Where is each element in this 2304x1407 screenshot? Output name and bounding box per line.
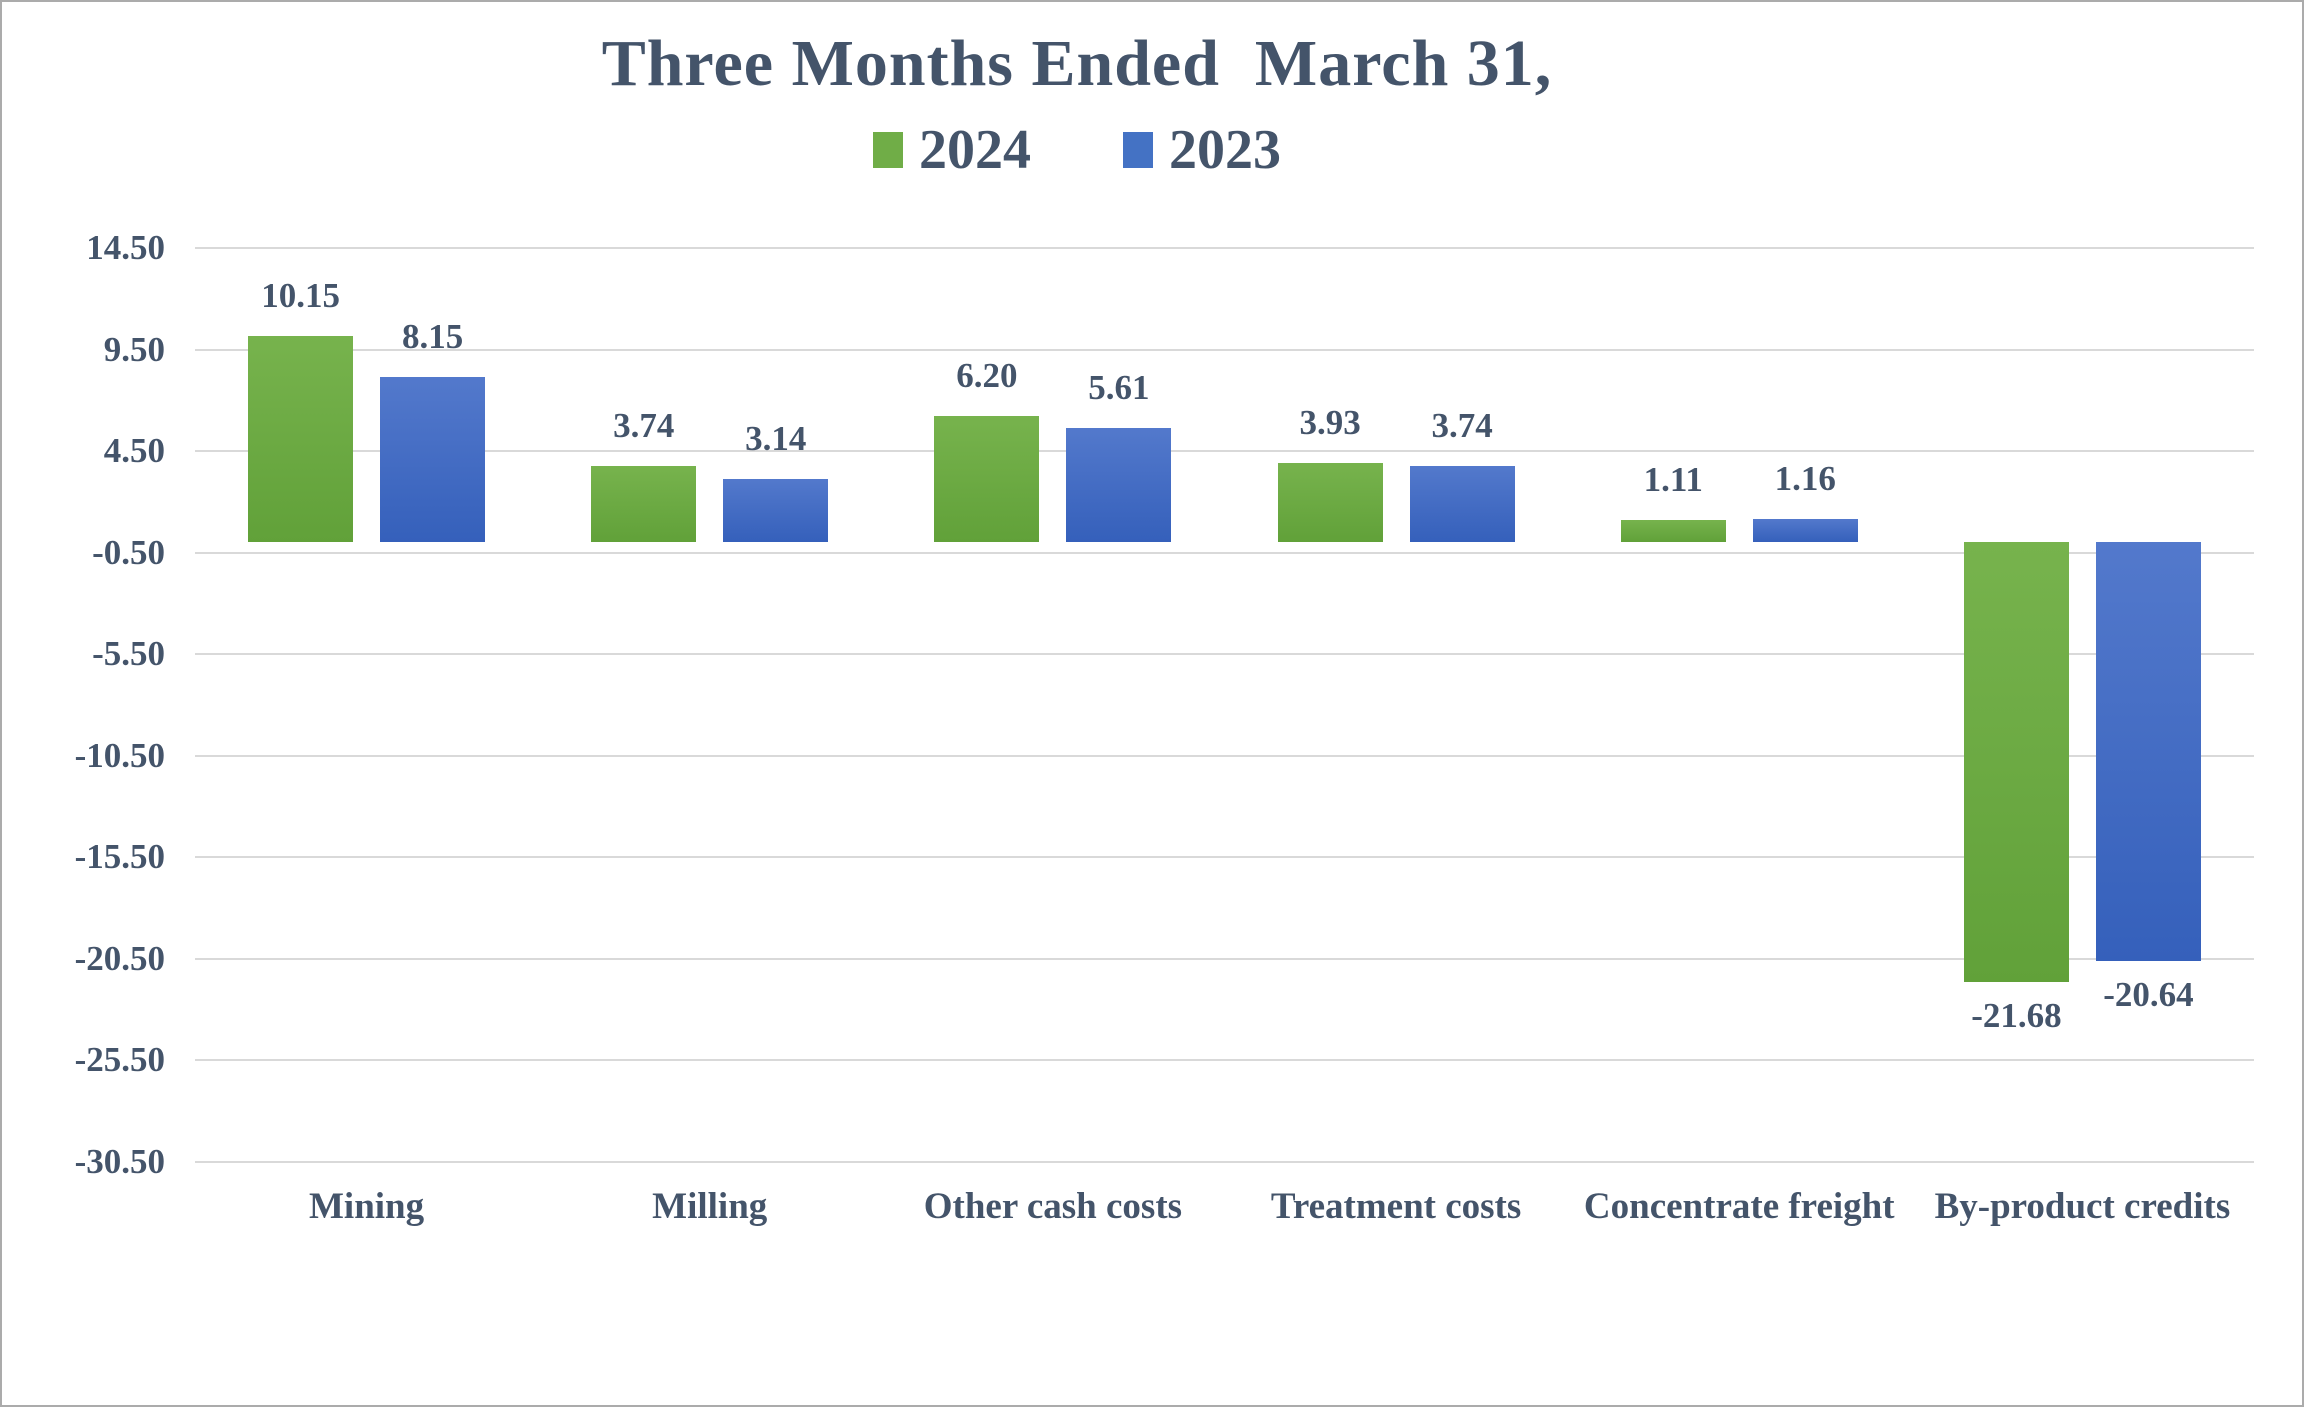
chart-title: Three Months Ended March 31, <box>601 27 1553 100</box>
bar-2023-other-cash-costs <box>1066 428 1172 543</box>
value-label-2024-by-product-credits: -21.68 <box>1971 996 2062 1036</box>
value-label-2024-other-cash-costs: 6.20 <box>956 356 1018 396</box>
bar-2023-mining <box>380 376 486 543</box>
y-axis-tick-label: -5.50 <box>92 634 165 673</box>
y-axis-tick-label: 9.50 <box>103 329 165 369</box>
bar-2023-concentrate-freight <box>1752 518 1858 543</box>
y-axis-tick-label: 4.50 <box>103 431 165 470</box>
value-label-2023-milling: 3.14 <box>745 418 807 458</box>
bar-2024-other-cash-costs <box>934 416 1040 543</box>
value-label-2023-other-cash-costs: 5.61 <box>1088 368 1150 408</box>
gridline <box>195 653 2254 655</box>
y-axis-tick-label: -25.50 <box>74 1040 165 1079</box>
x-axis-category-label-mining: Mining <box>309 1186 425 1227</box>
y-axis-tick-label: 14.50 <box>86 228 165 267</box>
gridline <box>195 551 2254 554</box>
y-axis-tick-label: -10.50 <box>74 735 165 775</box>
gridline <box>195 1160 2254 1163</box>
x-axis-category-label-by-product-credits: By-product credits <box>1934 1186 2231 1227</box>
y-axis-tick-label: -30.50 <box>74 1141 165 1181</box>
y-axis-tick-label: -15.50 <box>74 837 165 876</box>
gridline <box>195 450 2254 452</box>
value-label-2024-mining: 10.15 <box>261 276 340 316</box>
bar-2024-mining <box>248 336 354 543</box>
x-axis-category-label-other-cash-costs: Other cash costs <box>923 1186 1183 1227</box>
bar-2024-treatment-costs <box>1277 462 1383 543</box>
bar-2024-milling <box>591 466 697 543</box>
value-label-2023-treatment-costs: 3.74 <box>1431 406 1493 446</box>
gridline <box>195 1059 2254 1061</box>
legend-label-2024: 2024 <box>919 119 1031 181</box>
plot-area: 14.50 9.50 4.50 -0.50 -5.50 -10.50 -15.50 -20.5… <box>75 228 2254 1227</box>
value-label-2024-milling: 3.74 <box>613 406 675 446</box>
legend-swatch-2023-icon <box>1123 132 1153 168</box>
value-label-2024-concentrate-freight: 1.11 <box>1643 459 1703 499</box>
bar-2024-by-product-credits <box>1963 542 2069 983</box>
bar-2023-milling <box>723 478 829 543</box>
bar-2023-treatment-costs <box>1409 466 1515 543</box>
gridline <box>195 247 2254 249</box>
x-axis-category-label-milling: Milling <box>652 1186 768 1227</box>
legend-item-2024: 2024 <box>873 122 1031 178</box>
value-label-2023-concentrate-freight: 1.16 <box>1774 458 1836 498</box>
bar-2024-concentrate-freight <box>1620 519 1726 543</box>
gridline <box>195 754 2254 757</box>
y-axis-tick-label: -20.50 <box>74 938 165 978</box>
y-axis-tick-label: -0.50 <box>92 532 165 572</box>
legend-label-2023: 2023 <box>1169 119 1281 181</box>
x-axis-category-label-treatment-costs: Treatment costs <box>1270 1186 1522 1227</box>
value-label-2023-by-product-credits: -20.64 <box>2103 975 2194 1015</box>
value-label-2023-mining: 8.15 <box>401 316 464 356</box>
x-axis-category-label-concentrate-freight: Concentrate freight <box>1583 1186 1895 1227</box>
legend-swatch-2024-icon <box>873 132 903 168</box>
legend-item-2023: 2023 <box>1123 122 1281 178</box>
bar-2023-by-product-credits <box>2095 542 2201 962</box>
value-label-2024-treatment-costs: 3.93 <box>1299 402 1361 442</box>
gridline <box>195 856 2254 858</box>
gridline <box>195 348 2254 351</box>
gridline <box>195 957 2254 960</box>
chart-legend: 2024 2023 <box>2 122 2152 178</box>
